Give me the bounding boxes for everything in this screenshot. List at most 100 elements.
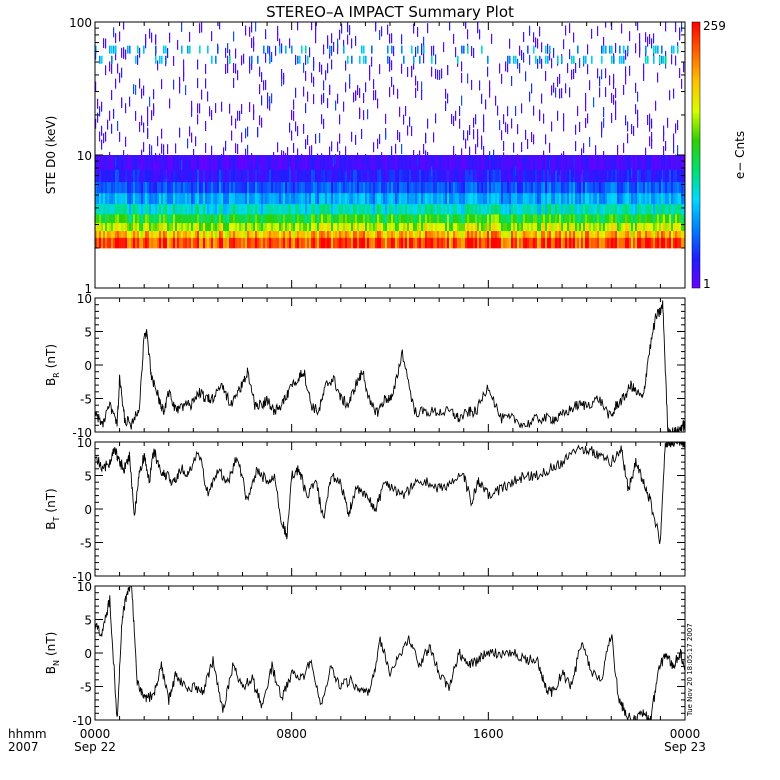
spectrogram-cell <box>423 214 426 224</box>
spectrogram-cell <box>213 155 216 170</box>
spectrogram-speck <box>449 22 451 31</box>
spectrogram-cell <box>331 222 334 232</box>
spectrogram-cell <box>545 181 548 194</box>
ylabel-subscript: T <box>52 516 61 522</box>
spectrogram-speck <box>339 114 341 125</box>
spectrogram-cell <box>455 230 458 238</box>
spectrogram-cell <box>241 230 244 238</box>
spectrogram-cell <box>241 155 244 170</box>
spectrogram-cell <box>625 203 628 215</box>
spectrogram-speck <box>231 156 233 167</box>
spectrogram-cell <box>271 222 274 232</box>
spectrogram-cell <box>633 230 636 238</box>
spectrogram-cell <box>505 155 508 170</box>
spectrogram-cell <box>313 169 316 183</box>
spectrogram-cell <box>537 230 540 238</box>
spectrogram-cell <box>665 237 668 249</box>
spectrogram-cell <box>497 155 500 170</box>
spectrogram-cell <box>255 230 258 238</box>
spectrogram-cell <box>173 155 176 170</box>
spectrogram-cell <box>261 155 264 170</box>
spectrogram-speck <box>183 71 185 82</box>
spectrogram-cell <box>423 237 426 249</box>
spectrogram-cell <box>483 214 486 224</box>
y-tick-label: -5 <box>80 393 92 407</box>
spectrogram-speck <box>99 131 101 142</box>
spectrogram-cell <box>461 203 464 215</box>
spectrogram-speck <box>483 145 485 156</box>
spectrogram-cell <box>223 230 226 238</box>
spectrogram-cell <box>629 192 632 205</box>
ylabel-subscript: R <box>52 372 61 378</box>
spectrogram-speck <box>549 50 551 61</box>
spectrogram-speck <box>615 42 617 53</box>
spectrogram-speck <box>601 55 603 64</box>
spectrogram-cell <box>585 214 588 224</box>
spectrogram-speck <box>189 31 191 42</box>
spectrogram-cell <box>249 203 252 215</box>
spectrogram-cell <box>223 214 226 224</box>
spectrogram-cell <box>635 203 638 215</box>
spectrogram-speck <box>661 168 663 179</box>
spectrogram-cell <box>211 214 214 224</box>
spectrogram-speck <box>675 154 677 165</box>
spectrogram-cell <box>367 169 370 183</box>
spectrogram-cell <box>645 222 648 232</box>
spectrogram-cell <box>383 203 386 215</box>
spectrogram-cell <box>351 237 354 249</box>
spectrogram-cell <box>387 181 390 194</box>
spectrogram-speck <box>161 143 163 154</box>
spectrogram-speck <box>521 103 523 114</box>
spectrogram-cell <box>453 203 456 215</box>
spectrogram-cell <box>575 155 578 170</box>
spectrogram-cell <box>99 237 102 249</box>
spectrogram-cell <box>145 222 148 232</box>
spectrogram-cell <box>241 214 244 224</box>
spectrogram-cell <box>673 203 676 215</box>
spectrogram-cell <box>565 181 568 194</box>
spectrogram-cell <box>525 192 528 205</box>
spectrogram-speck <box>165 45 167 54</box>
spectrogram-cell <box>593 230 596 238</box>
spectrogram-cell <box>619 181 622 194</box>
spectrogram-cell <box>409 192 412 205</box>
spectrogram-cell <box>537 222 540 232</box>
spectrogram-cell <box>255 192 258 205</box>
spectrogram-cell <box>115 169 118 183</box>
spectrogram-cell <box>393 192 396 205</box>
spectrogram-speck <box>127 154 129 165</box>
spectrogram-cell <box>325 237 328 249</box>
spectrogram-cell <box>417 181 420 194</box>
spectrogram-cell <box>191 237 194 249</box>
spectrogram-cell <box>591 214 594 224</box>
spectrogram-cell <box>309 169 312 183</box>
spectrogram-cell <box>493 214 496 224</box>
spectrogram-speck <box>553 47 555 58</box>
spectrogram-cell <box>367 192 370 205</box>
spectrogram-cell <box>211 155 214 170</box>
spectrogram-cell <box>567 230 570 238</box>
spectrogram-cell <box>577 192 580 205</box>
spectrogram-cell <box>517 181 520 194</box>
spectrogram-cell <box>415 169 418 183</box>
spectrogram-speck <box>115 78 117 89</box>
spectrogram-cell <box>459 230 462 238</box>
spectrogram-speck <box>483 114 485 125</box>
spectrogram-cell <box>203 169 206 183</box>
spectrogram-cell <box>265 181 268 194</box>
spectrogram-cell <box>661 155 664 170</box>
spectrogram-cell <box>559 237 562 249</box>
spectrogram-cell <box>663 230 666 238</box>
spectrogram-cell <box>397 181 400 194</box>
spectrogram-speck <box>451 113 453 124</box>
spectrogram-speck <box>415 87 417 98</box>
spectrogram-cell <box>265 192 268 205</box>
spectrogram-cell <box>109 222 112 232</box>
spectrogram-speck <box>259 66 261 77</box>
spectrogram-cell <box>305 214 308 224</box>
spectrogram-speck <box>341 23 343 34</box>
spectrogram-cell <box>541 181 544 194</box>
spectrogram-cell <box>423 192 426 205</box>
spectrogram-cell <box>527 203 530 215</box>
spectrogram-cell <box>491 222 494 232</box>
